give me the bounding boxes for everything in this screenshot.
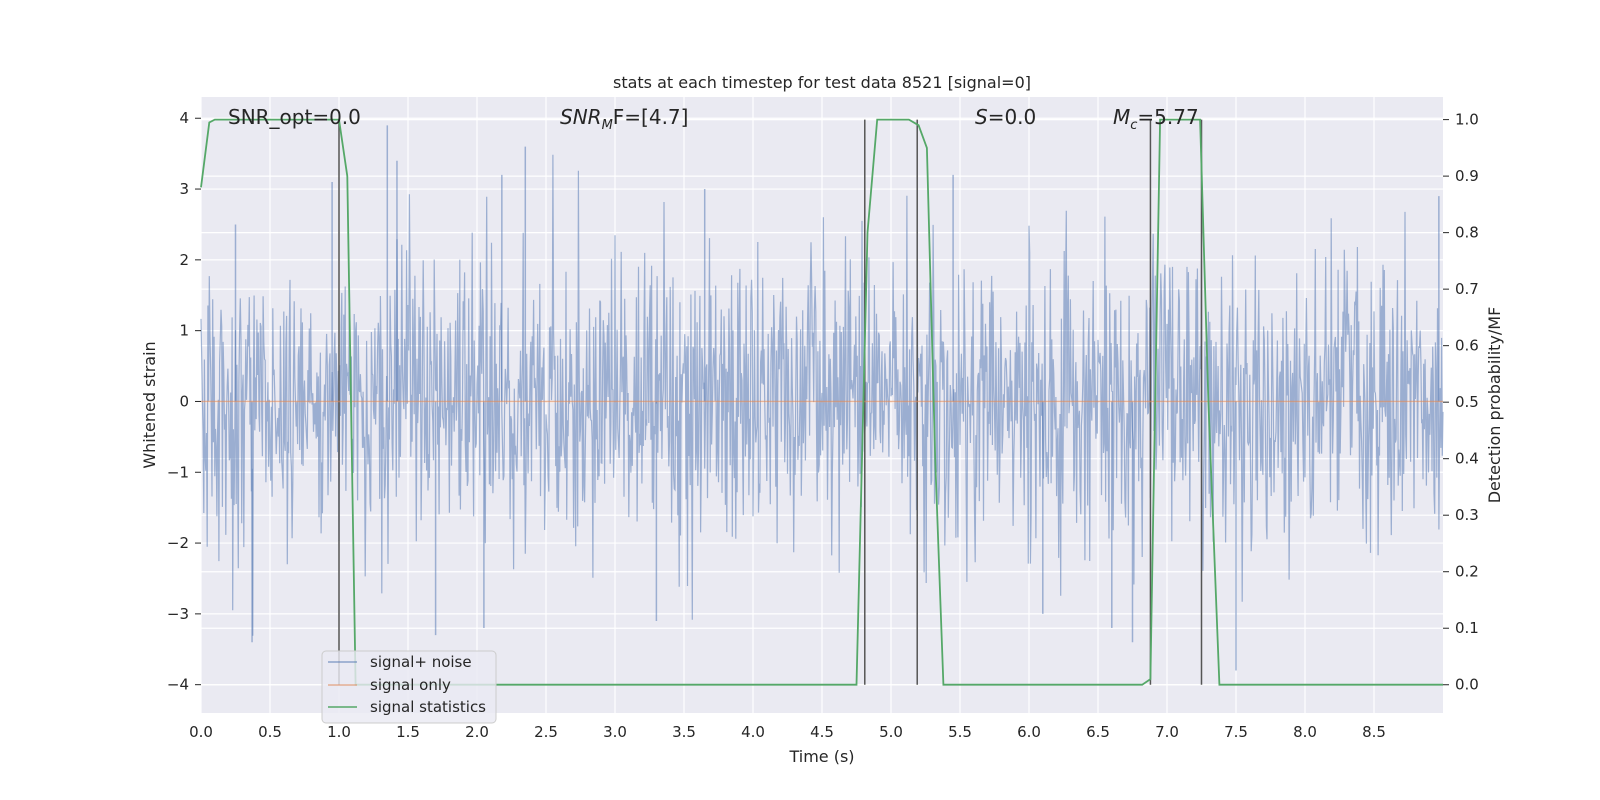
y-tick-label: −2 (167, 534, 189, 552)
y2-tick-label: 0.3 (1455, 506, 1479, 524)
line-series (200, 118, 1443, 686)
y-tick-label: −4 (167, 676, 189, 694)
chart-title: stats at each timestep for test data 852… (613, 73, 1031, 92)
legend-label-signal: signal only (370, 676, 451, 694)
y2-tick-label: 0.6 (1455, 337, 1479, 355)
y-tick-label: −3 (167, 605, 189, 623)
y2-tick-label: 1.0 (1455, 111, 1479, 129)
legend-label-noise: signal+ noise (370, 653, 472, 671)
legend-box (321, 650, 497, 724)
legend-label-statistics: signal statistics (370, 698, 486, 716)
y2-tick-label: 0.5 (1455, 393, 1479, 411)
y2-tick-label: 0.8 (1455, 224, 1479, 242)
y2-axis-label: Detection probability/MF (1485, 307, 1504, 504)
x-tick-label: 0.5 (258, 723, 282, 741)
x-tick-label: 0.0 (189, 723, 213, 741)
x-tick-label: 5.5 (948, 723, 972, 741)
y-tick-label: 3 (179, 180, 189, 198)
tick-labels: 0.0 0.5 1.0 1.5 2.0 2.5 3.0 3.5 4.0 4.5 5.0 5.5 6.0 6… (167, 109, 1479, 741)
annotation-s: S=0.0 (975, 105, 1036, 129)
x-tick-label: 1.0 (327, 723, 351, 741)
x-tick-label: 3.0 (603, 723, 627, 741)
y2-tick-label: 0.7 (1455, 280, 1479, 298)
x-tick-label: 8.5 (1362, 723, 1386, 741)
x-tick-label: 8.0 (1293, 723, 1317, 741)
y-tick-label: 1 (179, 322, 189, 340)
annotation-mc: Mc=5.77 (1113, 105, 1199, 133)
y2-tick-label: 0.1 (1455, 619, 1479, 637)
x-tick-label: 4.5 (810, 723, 834, 741)
y-tick-label: −1 (167, 463, 189, 481)
x-tick-label: 1.5 (396, 723, 420, 741)
x-tick-label: 7.5 (1224, 723, 1248, 741)
noise-trace (200, 154, 1444, 636)
x-tick-label: 5.0 (879, 723, 903, 741)
x-tick-label: 4.0 (741, 723, 765, 741)
y2-tick-label: 0.0 (1455, 676, 1479, 694)
x-tick-label: 7.0 (1155, 723, 1179, 741)
signal-statistics-line (200, 118, 1443, 686)
y-axis-label: Whitened strain (140, 341, 159, 468)
x-tick-label: 2.5 (534, 723, 558, 741)
annotation-snr-mf: SNRMF=[4.7] (560, 105, 688, 133)
y-tick-label: 4 (179, 109, 189, 127)
y2-tick-label: 0.4 (1455, 450, 1479, 468)
legend: signal+ noise signal only signal statist… (321, 650, 497, 724)
x-tick-label: 2.0 (465, 723, 489, 741)
annotation-snr-opt: SNR_opt=0.0 (228, 105, 361, 129)
x-tick-label: 3.5 (672, 723, 696, 741)
x-tick-label: 6.5 (1086, 723, 1110, 741)
y-tick-label: 2 (179, 251, 189, 269)
x-tick-label: 6.0 (1017, 723, 1041, 741)
x-axis-label: Time (s) (788, 747, 854, 766)
noise-series (200, 125, 1444, 671)
y-tick-label: 0 (179, 392, 189, 410)
y2-tick-label: 0.9 (1455, 167, 1479, 185)
y2-tick-label: 0.2 (1455, 563, 1479, 581)
